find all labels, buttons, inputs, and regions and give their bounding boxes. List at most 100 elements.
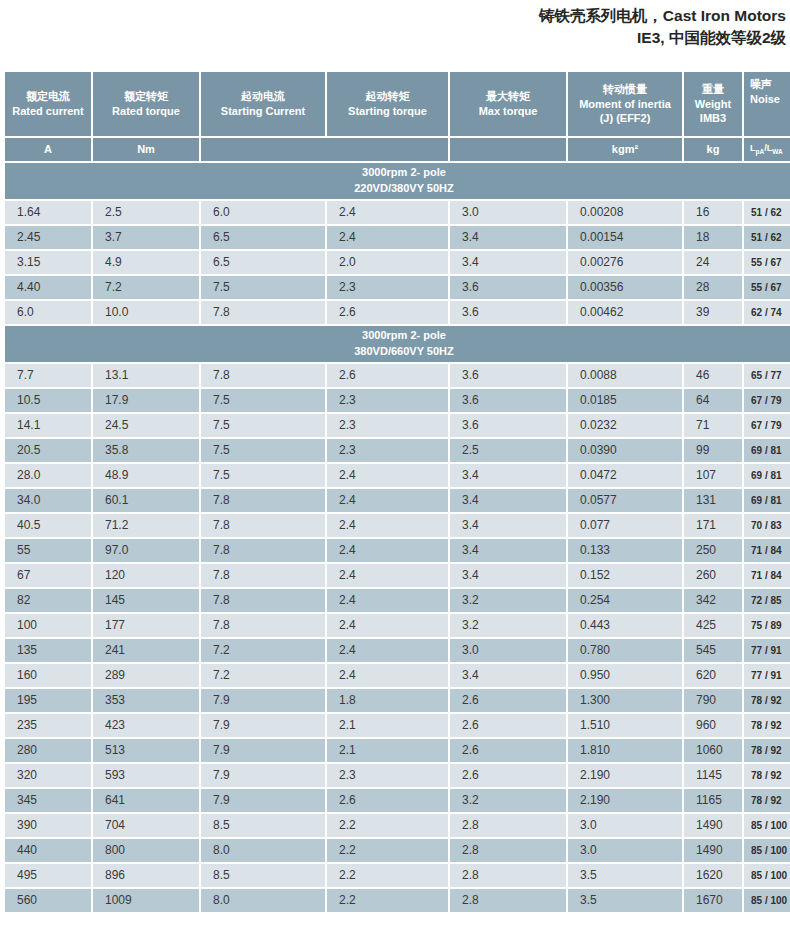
cell-rated-torque: 353 [93, 689, 199, 712]
cell-starting-torque: 2.4 [327, 664, 448, 687]
cell-rated-torque: 704 [93, 814, 199, 837]
table-row: 14.124.57.52.33.60.02327167 / 79 [5, 414, 790, 437]
page-title: 铸铁壳系列电机，Cast Iron Motors IE3, 中国能效等级2级 [0, 0, 790, 70]
cell-max-torque: 3.4 [450, 489, 566, 512]
cell-max-torque: 2.6 [450, 714, 566, 737]
col-header-en: Moment of inertia (J) (EFF2) [571, 97, 679, 127]
cell-rated-torque: 24.5 [93, 414, 199, 437]
cell-moment-of-inertia: 1.810 [568, 739, 682, 762]
cell-starting-current: 7.9 [201, 739, 325, 762]
cell-noise: 55 / 67 [744, 276, 790, 299]
table-row: 5597.07.82.43.40.13325071 / 84 [5, 539, 790, 562]
cell-noise: 51 / 62 [744, 226, 790, 249]
cell-starting-torque: 2.4 [327, 514, 448, 537]
cell-moment-of-inertia: 2.190 [568, 764, 682, 787]
cell-rated-current: 7.7 [5, 364, 91, 387]
page-title-line2: IE3, 中国能效等级2级 [0, 27, 786, 49]
cell-weight: 1490 [684, 839, 742, 862]
cell-moment-of-inertia: 2.190 [568, 789, 682, 812]
cell-max-torque: 3.4 [450, 514, 566, 537]
col-header-zh: 起动电流 [204, 89, 322, 104]
cell-rated-torque: 513 [93, 739, 199, 762]
cell-max-torque: 2.6 [450, 764, 566, 787]
cell-starting-current: 7.2 [201, 639, 325, 662]
cell-moment-of-inertia: 0.077 [568, 514, 682, 537]
cell-starting-torque: 2.3 [327, 439, 448, 462]
unit-rated-torque: Nm [93, 138, 199, 161]
cell-noise: 67 / 79 [744, 389, 790, 412]
cell-starting-current: 8.0 [201, 889, 325, 912]
cell-max-torque: 3.0 [450, 201, 566, 224]
cell-starting-current: 7.8 [201, 539, 325, 562]
table-row: 4.407.27.52.33.60.003562855 / 67 [5, 276, 790, 299]
table-row: 2354237.92.12.61.51096078 / 92 [5, 714, 790, 737]
cell-noise: 77 / 91 [744, 639, 790, 662]
col-header-zh: 转动惯量 [571, 82, 679, 97]
cell-starting-torque: 2.4 [327, 489, 448, 512]
cell-starting-torque: 2.2 [327, 839, 448, 862]
cell-weight: 250 [684, 539, 742, 562]
cell-weight: 39 [684, 301, 742, 324]
cell-starting-torque: 2.4 [327, 589, 448, 612]
cell-rated-torque: 3.7 [93, 226, 199, 249]
cell-noise: 70 / 83 [744, 514, 790, 537]
cell-max-torque: 3.4 [450, 539, 566, 562]
cell-rated-current: 28.0 [5, 464, 91, 487]
cell-rated-current: 40.5 [5, 514, 91, 537]
cell-moment-of-inertia: 0.133 [568, 539, 682, 562]
col-header-zh: 重量 [687, 82, 739, 97]
cell-starting-current: 7.8 [201, 514, 325, 537]
cell-rated-torque: 4.9 [93, 251, 199, 274]
cell-rated-current: 135 [5, 639, 91, 662]
cell-starting-current: 7.2 [201, 664, 325, 687]
table-row: 3456417.92.63.22.190116578 / 92 [5, 789, 790, 812]
table-row: 2.453.76.52.43.40.001541851 / 62 [5, 226, 790, 249]
table-row: 1602897.22.43.40.95062077 / 91 [5, 664, 790, 687]
cell-weight: 1490 [684, 814, 742, 837]
table-row: 671207.82.43.40.15226071 / 84 [5, 564, 790, 587]
cell-max-torque: 3.6 [450, 364, 566, 387]
cell-rated-torque: 60.1 [93, 489, 199, 512]
col-header-zh: 额定转矩 [96, 89, 196, 104]
cell-weight: 107 [684, 464, 742, 487]
cell-rated-torque: 97.0 [93, 539, 199, 562]
table-row: 34.060.17.82.43.40.057713169 / 81 [5, 489, 790, 512]
cell-noise: 69 / 81 [744, 489, 790, 512]
cell-rated-torque: 289 [93, 664, 199, 687]
table-row: 1001777.82.43.20.44342575 / 89 [5, 614, 790, 637]
table-row: 56010098.02.22.83.5167085 / 100 [5, 889, 790, 912]
cell-rated-current: 67 [5, 564, 91, 587]
table-row: 1953537.91.82.61.30079078 / 92 [5, 689, 790, 712]
cell-max-torque: 3.4 [450, 464, 566, 487]
cell-max-torque: 3.6 [450, 389, 566, 412]
cell-moment-of-inertia: 3.0 [568, 839, 682, 862]
table-row: 1352417.22.43.00.78054577 / 91 [5, 639, 790, 662]
cell-starting-torque: 2.4 [327, 639, 448, 662]
cell-starting-current: 7.5 [201, 389, 325, 412]
col-header-weight: 重量 Weight IMB3 [684, 72, 742, 136]
cell-starting-current: 7.8 [201, 589, 325, 612]
cell-rated-torque: 145 [93, 589, 199, 612]
cell-rated-current: 440 [5, 839, 91, 862]
cell-weight: 260 [684, 564, 742, 587]
cell-max-torque: 3.2 [450, 789, 566, 812]
cell-weight: 71 [684, 414, 742, 437]
cell-noise: 85 / 100 [744, 839, 790, 862]
cell-noise: 78 / 92 [744, 764, 790, 787]
cell-rated-torque: 120 [93, 564, 199, 587]
cell-moment-of-inertia: 3.0 [568, 814, 682, 837]
cell-weight: 545 [684, 639, 742, 662]
header-row: 额定电流 Rated current 额定转矩 Rated torque 起动电… [5, 72, 790, 136]
section-band: 3000rpm 2- pole 380VD/660VY 50HZ [5, 326, 790, 362]
cell-moment-of-inertia: 3.5 [568, 889, 682, 912]
cell-rated-torque: 641 [93, 789, 199, 812]
noise-unit-sub: WA [772, 148, 782, 155]
cell-starting-current: 7.8 [201, 564, 325, 587]
cell-noise: 75 / 89 [744, 614, 790, 637]
cell-weight: 1620 [684, 864, 742, 887]
cell-noise: 85 / 100 [744, 864, 790, 887]
cell-moment-of-inertia: 0.00462 [568, 301, 682, 324]
cell-weight: 24 [684, 251, 742, 274]
cell-rated-torque: 800 [93, 839, 199, 862]
cell-rated-torque: 10.0 [93, 301, 199, 324]
